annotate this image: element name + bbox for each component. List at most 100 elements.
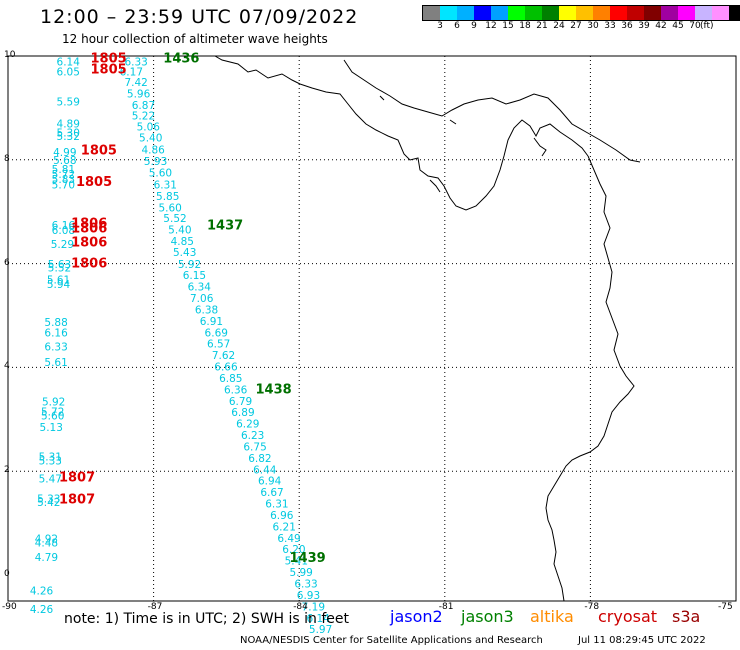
wave-height-value: 5.59 xyxy=(57,96,80,108)
wave-height-value: 6.66 xyxy=(214,362,238,374)
wave-height-value: 6.17 xyxy=(120,67,143,79)
longitude-tick-label: -84 xyxy=(293,602,308,612)
legend-swatch xyxy=(678,6,695,20)
pass-time-label: 1436 xyxy=(163,52,199,67)
wave-height-value: 5.43 xyxy=(173,247,196,259)
wave-height-value: 5.41 xyxy=(285,556,308,568)
wave-height-value: 6.49 xyxy=(277,533,300,545)
satellite-altika: altika xyxy=(530,607,574,626)
pass-time-label: 1806 xyxy=(71,216,107,231)
legend-tick-label: 42 xyxy=(655,21,667,31)
legend-swatch xyxy=(627,6,644,20)
legend-tick-label: 70 xyxy=(689,21,701,31)
legend-tick-label: 24 xyxy=(553,21,565,31)
coastline-colombia xyxy=(545,155,635,602)
wave-height-value: 5.94 xyxy=(47,279,71,291)
coastline xyxy=(214,55,641,602)
wave-height-value: 5.60 xyxy=(158,203,181,215)
wave-height-value: 6.14 xyxy=(57,56,81,68)
latitude-tick-label: 4 xyxy=(4,361,10,372)
latitude-tick-label: 10 xyxy=(4,50,16,60)
longitude-tick-label: -75 xyxy=(718,602,733,612)
wave-height-value: 6.36 xyxy=(224,384,248,396)
wave-height-value: 5.97 xyxy=(309,624,332,636)
footer-note: note: 1) Time is in UTC; 2) SWH is in fe… xyxy=(64,611,350,627)
pass-time-label: 1807 xyxy=(59,471,95,486)
legend-swatch xyxy=(474,6,491,20)
coastline-central-america xyxy=(214,55,589,211)
wave-height-value: 6.05 xyxy=(57,67,80,79)
wave-height-value: 5.81 xyxy=(52,164,75,176)
wave-height-value: 6.67 xyxy=(260,487,283,499)
legend-swatch xyxy=(576,6,593,20)
wave-height-value: 6.31 xyxy=(265,499,288,511)
wave-height-value: 6.75 xyxy=(243,441,266,453)
satellite-cryosat: cryosat xyxy=(598,607,658,626)
wave-height-value: 5.33 xyxy=(37,493,60,505)
wave-height-value: 7.42 xyxy=(124,77,147,89)
pass-time-label: 1805 xyxy=(91,52,127,67)
wave-height-value: 5.61 xyxy=(44,357,67,369)
wave-height-value: 6.21 xyxy=(273,521,296,533)
wave-height-value: 5.61 xyxy=(47,274,70,286)
wave-height-value: 6.08 xyxy=(52,225,75,237)
legend-swatch xyxy=(423,6,440,20)
legend-tick-label: 45 xyxy=(672,21,684,31)
wave-height-value: 4.99 xyxy=(53,147,76,159)
wave-height-value: 5.47 xyxy=(39,474,62,486)
legend-tick-label: 36 xyxy=(621,21,633,31)
wave-height-value: 5.96 xyxy=(127,89,151,101)
wave-height-value: 5.13 xyxy=(40,422,63,434)
longitude-tick-label: -90 xyxy=(2,602,17,612)
wave-height-value: 5.06 xyxy=(137,122,161,134)
wave-height-value: 6.33 xyxy=(124,56,147,68)
legend-tick-label: 3 xyxy=(437,21,443,31)
wave-height-value: 4.85 xyxy=(171,236,194,248)
wave-height-value: 6.57 xyxy=(207,339,230,351)
wave-height-value: 4.89 xyxy=(57,119,80,131)
legend-swatch xyxy=(712,6,729,20)
wave-height-value: 5.92 xyxy=(42,396,65,408)
wave-height-value: 5.68 xyxy=(53,155,76,167)
legend-swatch xyxy=(508,6,525,20)
wave-height-value: 5.40 xyxy=(168,225,191,237)
legend-swatch xyxy=(644,6,661,20)
wave-height-value: 5.40 xyxy=(139,133,162,145)
wave-height-value: 6.85 xyxy=(219,373,242,385)
longitude-tick-label: -81 xyxy=(438,602,454,612)
wave-height-value: 6.14 xyxy=(306,613,330,625)
wave-height-value: 5.60 xyxy=(149,167,172,179)
legend-tick-label: 12 xyxy=(485,21,497,31)
pass-time-label: 1805 xyxy=(91,63,127,78)
wave-height-value: 4.26 xyxy=(30,585,54,597)
pass-time-label: 1805 xyxy=(76,175,112,190)
wave-height-value: 4.26 xyxy=(30,604,54,616)
wave-height-value: 5.52 xyxy=(48,262,71,274)
legend-tick-label: 39 xyxy=(638,21,650,31)
wave-height-value: 5.60 xyxy=(41,410,64,422)
wave-height-value: 4.48 xyxy=(35,538,58,550)
latitude-tick-label: 6 xyxy=(4,257,10,268)
legend-swatch xyxy=(661,6,678,20)
latitude-tick-label: 0 xyxy=(4,569,10,580)
coastline-pearl-islands xyxy=(379,95,547,193)
legend-tick-label: 33 xyxy=(604,21,616,31)
pass-time-label: 1806 xyxy=(71,235,107,250)
wave-height-value: 5.31 xyxy=(39,451,62,463)
wave-height-value: 4.79 xyxy=(35,552,58,564)
color-legend-unit: (ft) xyxy=(700,21,714,31)
legend-swatch xyxy=(440,6,457,20)
wave-height-value: 5.70 xyxy=(52,179,75,191)
footer-generated-time: Jul 11 08:29:45 UTC 2022 xyxy=(578,635,706,646)
wave-height-value: 7.62 xyxy=(212,350,235,362)
wave-height-value: 5.63 xyxy=(48,259,71,271)
wave-height-value: 5.85 xyxy=(156,191,179,203)
map-frame xyxy=(7,55,737,602)
pass-time-label: 1805 xyxy=(81,144,117,159)
wave-height-value: 4.92 xyxy=(35,533,58,545)
wave-height-value: 5.93 xyxy=(144,156,167,168)
map-gridlines xyxy=(8,56,736,601)
page-title: 12:00 – 23:59 UTC 07/09/2022 xyxy=(40,6,359,28)
wave-height-value: 6.29 xyxy=(236,419,259,431)
